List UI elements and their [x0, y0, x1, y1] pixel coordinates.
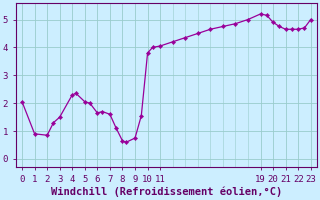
X-axis label: Windchill (Refroidissement éolien,°C): Windchill (Refroidissement éolien,°C)	[51, 187, 282, 197]
